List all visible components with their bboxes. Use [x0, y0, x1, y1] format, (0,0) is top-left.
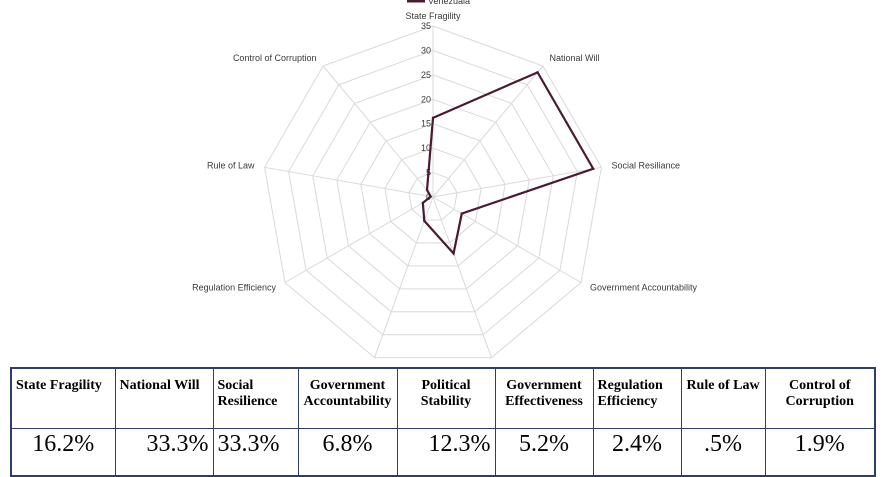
- value-regulation-efficiency: 2.4%: [592, 428, 682, 477]
- grid-ring-35: [264, 25, 602, 359]
- axis-label-social-resiliance: Social Resiliance: [612, 161, 681, 171]
- data-point-2: [592, 167, 595, 170]
- tick-label-15: 15: [421, 119, 431, 129]
- data-point-5: [423, 219, 426, 223]
- data-point-8: [425, 188, 429, 192]
- header-regulation-efficiency: Regulation Efficiency: [592, 367, 682, 429]
- series-line-venezuala: [421, 70, 595, 256]
- grid-ring-15: [360, 123, 506, 267]
- spoke-1: [432, 65, 544, 198]
- data-point-1: [536, 71, 539, 74]
- value-government-accountability: 6.8%: [297, 428, 398, 477]
- header-state-fragility: State Fragility: [10, 367, 116, 429]
- value-rule-of-law: .5%: [680, 428, 766, 477]
- value-control-of-corruption: 1.9%: [764, 428, 876, 477]
- table-value-row: 16.2% 33.3% 33.3% 6.8% 12.3% 5.2% 2.4% .…: [10, 428, 876, 477]
- grid-ring-25: [312, 74, 554, 313]
- value-political-stability: 12.3%: [396, 428, 496, 477]
- grid-ring-10: [384, 147, 482, 244]
- value-government-effectiveness: 5.2%: [494, 428, 594, 477]
- value-state-fragility: 16.2%: [10, 428, 116, 477]
- header-control-of-corruption: Control of Corruption: [764, 367, 876, 429]
- header-rule-of-law: Rule of Law: [680, 367, 766, 429]
- header-national-will: National Will: [114, 367, 214, 429]
- tick-label-35: 35: [421, 21, 431, 31]
- spoke-2: [432, 166, 602, 198]
- table-header-row: State Fragility National Will Social Res…: [10, 367, 876, 429]
- value-social-resilience: 33.3%: [212, 428, 299, 477]
- grid-ring-30: [288, 49, 578, 336]
- axis-label-control-of-corruption: Control of Corruption: [233, 53, 317, 63]
- header-government-accountability: Government Accountability: [297, 367, 398, 429]
- grid-ring-5: [408, 172, 458, 221]
- data-point-3: [460, 212, 463, 215]
- axis-label-national-will: National Will: [550, 53, 600, 63]
- spoke-8: [322, 65, 434, 198]
- tick-label-20: 20: [421, 94, 431, 104]
- data-point-0: [431, 116, 435, 120]
- data-point-7: [429, 195, 432, 198]
- header-government-effectiveness: Government Effectiveness: [494, 367, 594, 429]
- header-political-stability: Political Stability: [396, 367, 496, 429]
- axis-label-rule-of-law: Rule of Law: [207, 161, 255, 171]
- spoke-3: [432, 196, 582, 283]
- tick-label-30: 30: [421, 45, 431, 55]
- data-point-6: [421, 201, 425, 205]
- spoke-7: [264, 166, 434, 198]
- data-point-4: [452, 252, 455, 255]
- value-national-will: 33.3%: [114, 428, 214, 477]
- axis-label-government-accountability: Government Accountability: [590, 283, 698, 293]
- legend-label: Venezuala: [428, 0, 470, 6]
- axis-label-regulation-efficiency: Regulation Efficiency: [192, 283, 276, 293]
- grid-ring-20: [336, 98, 530, 290]
- tick-label-25: 25: [421, 70, 431, 80]
- metrics-table: State Fragility National Will Social Res…: [10, 367, 876, 477]
- header-social-resilience: Social Resilience: [212, 367, 299, 429]
- spoke-6: [284, 196, 434, 283]
- spoke-4: [432, 196, 492, 358]
- axis-label-state-fragility: State Fragility: [405, 11, 461, 21]
- tick-label-10: 10: [421, 143, 431, 153]
- spoke-5: [374, 196, 434, 358]
